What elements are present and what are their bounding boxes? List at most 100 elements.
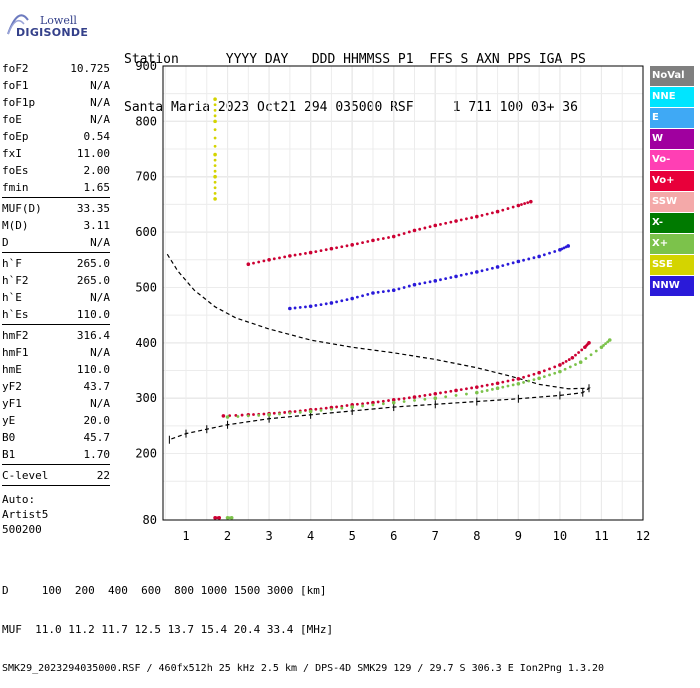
- param-row: D N/A: [2, 234, 110, 251]
- trace-point: [407, 396, 411, 400]
- trace-point: [345, 404, 349, 407]
- trace-point: [252, 261, 255, 265]
- trace-point: [542, 375, 546, 379]
- trace-point: [329, 301, 334, 305]
- trace-point: [391, 398, 396, 402]
- trace-point: [381, 290, 385, 294]
- trace-point: [501, 380, 505, 384]
- param-value: 22: [96, 469, 110, 482]
- trace-point: [240, 413, 244, 417]
- trace-point: [376, 400, 380, 404]
- trace-point: [553, 250, 557, 253]
- trace-point: [366, 401, 370, 405]
- trace-point: [267, 257, 271, 262]
- trace-point: [563, 367, 567, 371]
- legend-item-x: X-: [650, 213, 694, 233]
- trace-point: [314, 250, 318, 254]
- param-value: N/A: [90, 96, 110, 109]
- trace-point: [548, 251, 551, 255]
- trace-point: [213, 164, 217, 168]
- param-row: foF1 N/A: [2, 77, 110, 94]
- trace-point: [361, 294, 364, 298]
- param-name: yE: [2, 414, 16, 427]
- param-divider: [2, 252, 110, 253]
- x-tick-label: 10: [553, 529, 567, 543]
- trace-point: [298, 410, 302, 414]
- trace-point: [397, 287, 401, 291]
- trace-point: [459, 273, 463, 277]
- trace-point: [490, 266, 494, 270]
- trace-point: [529, 199, 533, 204]
- ionogram-plot: 1 2 3 4 5 6 7 8 9 10 11 128020030040050060070080090…: [135, 59, 650, 543]
- param-name: foF1p: [2, 96, 36, 109]
- polarization-legend: NoVal NNE E W Vo- Vo+ SSW X- X+ SSE NNW: [650, 66, 694, 297]
- trace-point: [387, 236, 390, 239]
- trace-point: [480, 384, 484, 388]
- trace-point: [495, 386, 500, 391]
- trace-point: [423, 281, 427, 285]
- y-tick-label: 700: [135, 170, 157, 184]
- trace-point: [428, 280, 432, 284]
- param-value: 33.35: [76, 202, 110, 215]
- legend-item-sse: SSE: [650, 255, 694, 275]
- param-row: foE N/A: [2, 111, 110, 128]
- trace-point: [532, 256, 536, 260]
- scaled-parameters-panel: foF2 10.725 foF1 N/A foF1p N/A foE N/A foEp 0.54 f…: [2, 60, 110, 537]
- digisonde-logo: Lowell DIGISONDE: [4, 4, 114, 44]
- trace-point: [319, 408, 323, 412]
- trace-point: [444, 277, 448, 281]
- param-value: N/A: [90, 79, 110, 92]
- trace-point: [574, 363, 577, 366]
- digisonde-logo-mark: [7, 14, 29, 35]
- trace-point: [607, 338, 612, 342]
- trace-point: [397, 397, 401, 401]
- trace-point: [465, 392, 468, 396]
- x-tick-label: 5: [349, 529, 356, 543]
- param-value: 11.00: [76, 147, 110, 160]
- param-row: h`F 265.0: [2, 255, 110, 272]
- trace-point: [490, 382, 494, 386]
- trace-point: [527, 374, 531, 378]
- trace-point: [345, 244, 349, 248]
- trace-point: [537, 370, 541, 375]
- trace-point: [391, 234, 396, 239]
- trace-point: [490, 387, 494, 391]
- param-row: foF2 10.725: [2, 60, 110, 77]
- trace-point: [288, 306, 292, 311]
- trace-point: [511, 383, 515, 387]
- trace-point: [293, 410, 297, 413]
- param-name: foEp: [2, 130, 29, 143]
- param-name: h`Es: [2, 308, 29, 321]
- footer-muf-row: MUF 11.0 11.2 11.7 12.5 13.7 15.4 20.4 3…: [2, 623, 334, 636]
- trace-point: [283, 255, 287, 259]
- trace-point: [577, 351, 581, 354]
- trace-point: [423, 226, 427, 230]
- legend-item-vo: Vo-: [650, 150, 694, 170]
- trace-point: [213, 169, 217, 173]
- logo-line-1: Lowell: [40, 14, 77, 27]
- trace-point: [387, 399, 390, 402]
- trace-point: [480, 269, 484, 273]
- trace-point: [381, 399, 385, 403]
- param-name: C-level: [2, 469, 49, 482]
- trace-point: [439, 278, 442, 282]
- trace-point: [213, 119, 217, 124]
- x-tick-label: 3: [265, 529, 272, 543]
- trace-point: [418, 394, 422, 398]
- trace-point: [283, 411, 287, 414]
- param-row: fxI 11.00: [2, 145, 110, 162]
- trace-point: [319, 249, 323, 253]
- trace-point: [340, 299, 344, 303]
- trace-point: [558, 369, 562, 374]
- trace-point: [217, 515, 222, 520]
- trace-point: [355, 295, 359, 299]
- legend-item-e: E: [650, 108, 694, 128]
- trace-point: [553, 365, 557, 369]
- param-value: N/A: [90, 397, 110, 410]
- trace-point: [522, 375, 525, 379]
- y-tick-label: 500: [135, 280, 157, 294]
- footer-distance-row: D 100 200 400 600 800 1000 1500 3000 [km…: [2, 584, 327, 597]
- trace-point: [391, 400, 396, 405]
- param-divider: [2, 324, 110, 325]
- trace-point: [501, 385, 505, 389]
